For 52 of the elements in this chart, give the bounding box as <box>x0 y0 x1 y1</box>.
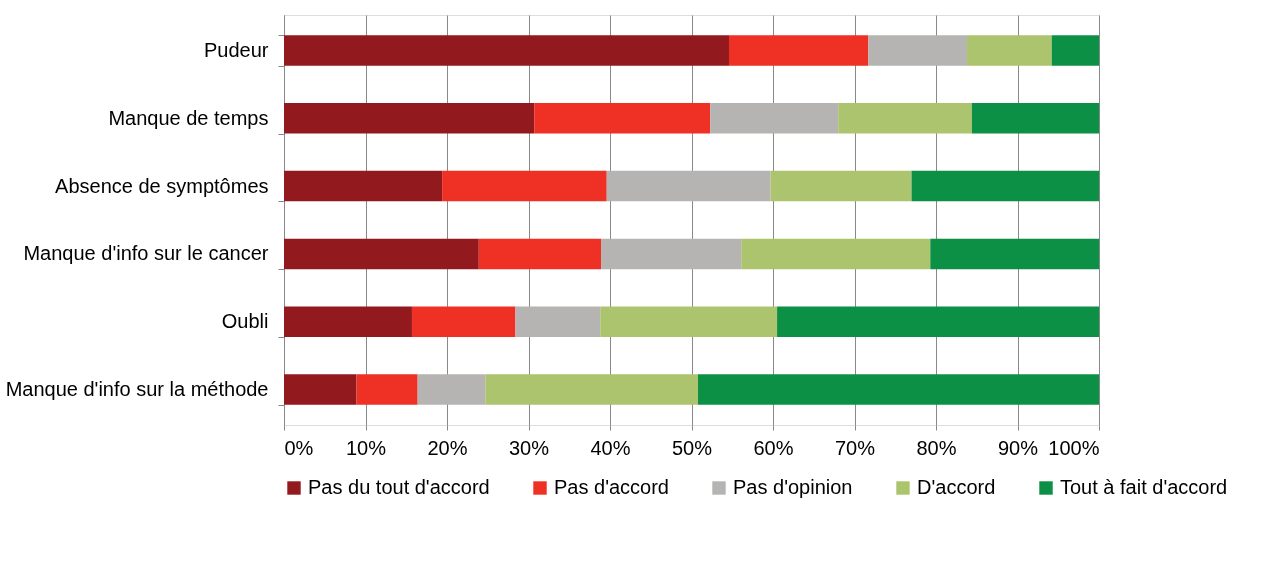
bar <box>710 103 839 134</box>
x-tick-label: 40% <box>590 436 631 459</box>
x-tick-label: 10% <box>345 436 387 459</box>
y-tick-label: Manque de temps <box>108 106 269 129</box>
x-tick-label: 80% <box>916 436 957 459</box>
bar <box>728 35 869 66</box>
bar <box>284 35 729 66</box>
bar <box>417 374 486 405</box>
bar <box>600 306 778 337</box>
bar <box>777 306 1099 337</box>
legend-label: Tout à fait d'accord <box>1060 476 1228 498</box>
bar <box>930 238 1099 270</box>
legend-label: Pas du tout d'accord <box>308 476 490 498</box>
bar <box>284 374 357 405</box>
y-tick-label: Manque d'info sur la méthode <box>5 377 269 400</box>
bar <box>485 374 699 405</box>
legend-label: Pas d'opinion <box>733 476 853 498</box>
bar <box>534 103 711 134</box>
x-tick-label: 100% <box>1048 436 1100 459</box>
legend-label: Pas d'accord <box>554 476 669 498</box>
bar <box>606 170 771 202</box>
bar <box>741 238 931 270</box>
bar <box>911 170 1099 202</box>
y-tick-label: Oubli <box>221 310 269 333</box>
bar <box>770 170 912 202</box>
x-tick-label: 30% <box>508 436 550 459</box>
bar <box>284 103 535 134</box>
x-tick-label: 70% <box>834 436 876 459</box>
bar <box>515 306 601 337</box>
legend-label: D'accord <box>917 476 996 498</box>
bar <box>478 238 602 270</box>
x-tick-label: 60% <box>753 436 794 459</box>
bar <box>442 170 607 202</box>
x-tick-label: 90% <box>997 436 1039 459</box>
bar <box>356 374 418 405</box>
bar <box>284 238 479 270</box>
x-tick-label: 50% <box>671 436 713 459</box>
x-tick-label: 0% <box>284 436 314 459</box>
bar <box>868 35 967 66</box>
bar <box>971 103 1099 134</box>
bar <box>698 374 1099 405</box>
y-tick-label: Pudeur <box>204 39 269 62</box>
y-tick-label: Manque d'info sur le cancer <box>23 242 269 265</box>
bar <box>411 306 516 337</box>
y-tick-label: Absence de symptômes <box>55 174 269 197</box>
x-tick-label: 20% <box>427 436 468 459</box>
bar <box>1051 35 1099 66</box>
bar <box>838 103 972 134</box>
bar <box>601 238 742 270</box>
bar <box>284 306 412 337</box>
bar <box>284 170 443 202</box>
bar <box>966 35 1052 66</box>
